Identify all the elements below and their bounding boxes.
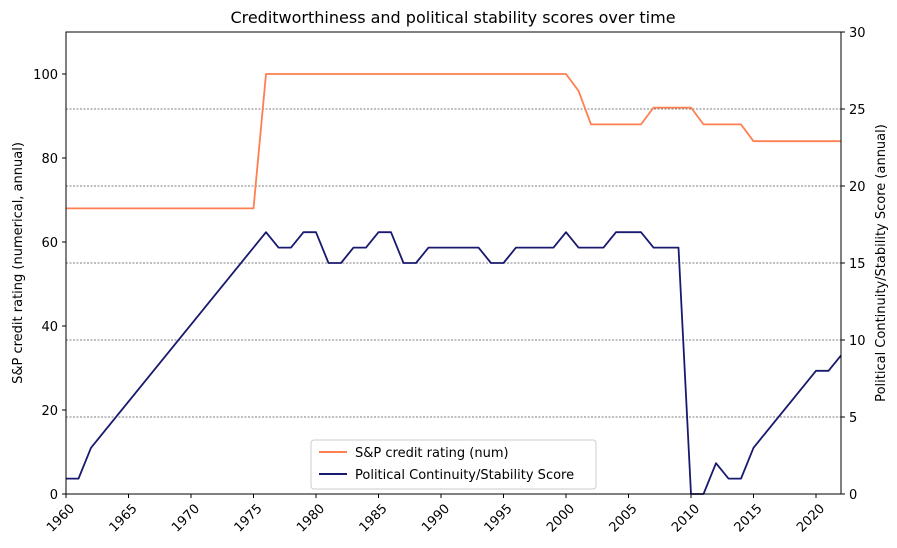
y-tick-label-right: 30 <box>849 26 866 41</box>
y-tick-label-left: 20 <box>41 404 58 419</box>
y-axis-right: 0 5 10 15 20 25 30 <box>841 26 866 503</box>
y-tick-label-right: 15 <box>849 257 866 272</box>
series-line-sp-rating <box>66 73 841 210</box>
legend: S&P credit rating (num) Political Contin… <box>310 439 597 490</box>
y-tick-label-left: 40 <box>41 320 58 335</box>
y-axis-left: 0 20 40 60 80 100 <box>33 68 66 503</box>
y-tick-label-left: 100 <box>33 68 58 83</box>
chart-title: Creditworthiness and political stability… <box>230 8 675 27</box>
y-tick-label-right: 25 <box>849 103 866 118</box>
y-tick-label-left: 60 <box>41 236 58 251</box>
legend-box <box>310 439 597 490</box>
grid-lines <box>66 108 841 418</box>
legend-label-stability-score: Political Continuity/Stability Score <box>355 468 574 483</box>
y-tick-label-left: 80 <box>41 152 58 167</box>
y-tick-label-right: 10 <box>849 334 866 349</box>
legend-label-sp-rating: S&P credit rating (num) <box>355 446 509 461</box>
y-tick-label-left: 0 <box>50 488 58 503</box>
y-tick-label-right: 0 <box>849 488 857 503</box>
y-axis-label-left: S&P credit rating (numerical, annual) <box>11 142 26 384</box>
y-tick-label-right: 5 <box>849 411 857 426</box>
y-axis-label-right: Political Continuity/Stability Score (an… <box>874 124 889 402</box>
y-tick-label-right: 20 <box>849 180 866 195</box>
